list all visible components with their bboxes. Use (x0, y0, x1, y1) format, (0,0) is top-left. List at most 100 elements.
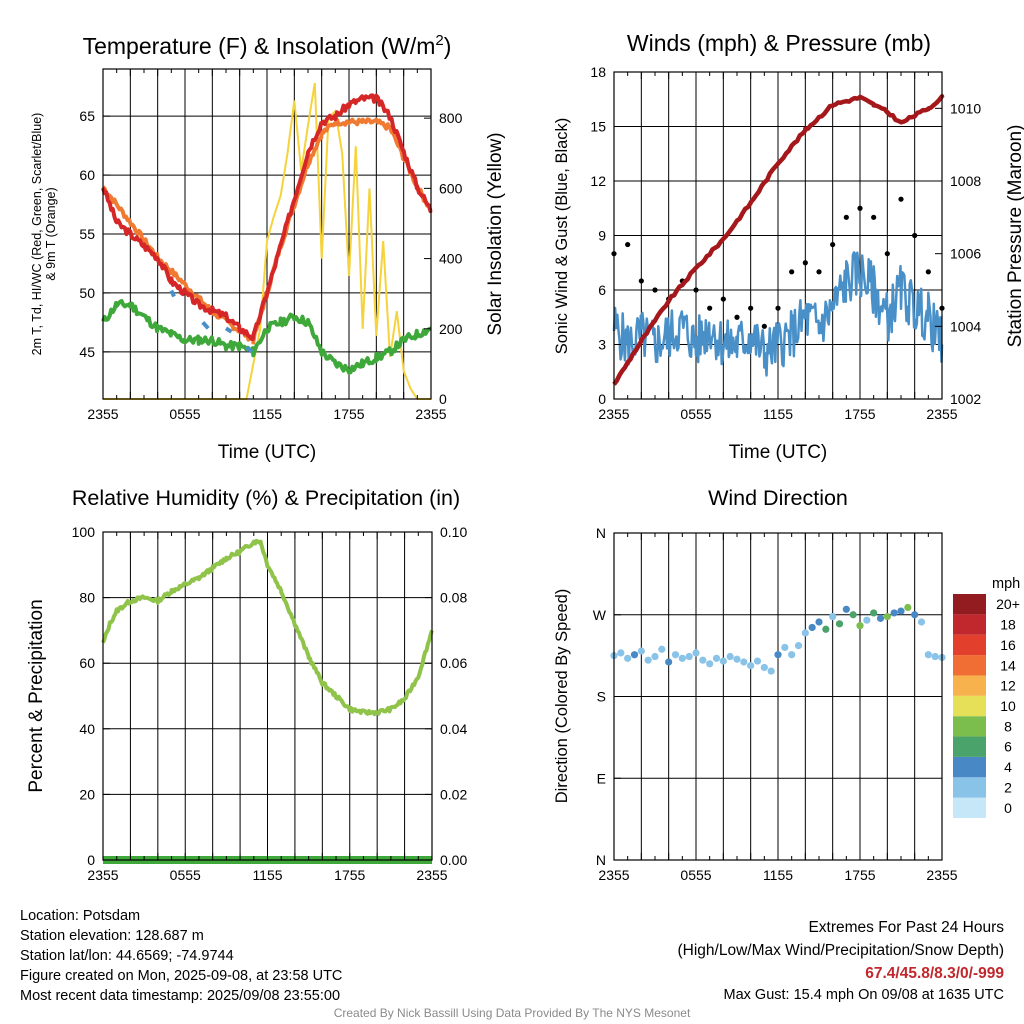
sonic-wind-line (612, 251, 944, 377)
direction-point (835, 620, 844, 628)
y-tick-label: 0 (87, 852, 95, 868)
x-tick-label: 1155 (763, 406, 793, 422)
direction-point (781, 643, 789, 652)
direction-point (753, 657, 762, 665)
direction-point (931, 652, 939, 661)
direction-point (917, 618, 926, 626)
x-tick-label: 0555 (170, 867, 201, 883)
temperature-series (101, 82, 433, 400)
humidity-line (101, 538, 434, 717)
gust-point (748, 305, 754, 311)
y-tick-label: 400 (439, 251, 463, 267)
y-tick-label: N (596, 525, 606, 541)
direction-point (774, 651, 782, 659)
direction-ylabel-left: Direction (Colored By Speed) (553, 589, 571, 804)
direction-point (842, 605, 850, 613)
y-tick-label: 1008 (950, 173, 981, 189)
direction-point (890, 609, 898, 617)
gust-point (802, 260, 808, 266)
temperature-title: Temperature (F) & Insolation (W/m2) (83, 32, 452, 59)
direction-left-ticks: N E S W N (593, 525, 621, 868)
gust-point (734, 314, 740, 320)
humidity-left-ticks: 0 20 40 60 80 100 (72, 524, 110, 868)
colorbar-swatch (953, 777, 986, 798)
extremes-title: Extremes For Past 24 Hours (808, 919, 1004, 936)
winds-grid (614, 71, 942, 400)
y-tick-label: 50 (79, 285, 95, 301)
direction-point (815, 618, 823, 626)
y-tick-label: 100 (72, 524, 96, 540)
gust-point (871, 214, 877, 220)
gust-point (912, 232, 918, 239)
x-tick-label: 1155 (763, 867, 793, 883)
heat-index-segment (201, 321, 210, 330)
direction-point (644, 656, 652, 664)
gust-point (898, 196, 904, 202)
x-tick-label: 1755 (333, 406, 364, 422)
colorbar-label: 10 (1000, 698, 1016, 714)
temperature-left-ticks: 45 50 55 60 65 (79, 108, 110, 360)
direction-point (870, 609, 878, 617)
colorbar-label: 2 (1004, 779, 1012, 795)
humidity-panel: Relative Humidity (%) & Precipitation (i… (26, 486, 467, 883)
direction-point (747, 662, 755, 670)
x-tick-label: 1755 (844, 406, 875, 422)
colorbar-swatch (953, 655, 986, 676)
temperature-x-ticks: 2355 0555 1155 1755 2355 (87, 69, 447, 422)
y-tick-label: 12 (590, 173, 606, 189)
humidity-title: Relative Humidity (%) & Precipitation (i… (72, 486, 460, 510)
winds-left-ticks: 0 3 6 9 12 15 18 (590, 64, 621, 407)
station-elevation: Station elevation: 128.687 m (20, 928, 204, 944)
gust-point (707, 305, 713, 311)
insolation-line (103, 82, 431, 400)
gust-point (830, 241, 836, 248)
y-tick-label: 18 (590, 64, 606, 80)
direction-point (665, 658, 673, 666)
figure-created: Figure created on Mon, 2025-09-08, at 23… (20, 968, 343, 984)
gust-point (816, 269, 822, 275)
y-tick-label: E (597, 770, 606, 786)
gust-point (884, 251, 890, 257)
direction-title: Wind Direction (708, 486, 848, 510)
colorbar-swatch (953, 756, 986, 778)
extremes-subtitle: (High/Low/Max Wind/Precipitation/Snow De… (677, 942, 1005, 959)
colorbar-swatch (953, 736, 986, 757)
x-tick-label: 0555 (169, 406, 200, 422)
humidity-x-ticks: 2355 0555 1155 1755 2355 (87, 532, 448, 883)
extremes-box: Extremes For Past 24 Hours (High/Low/Max… (678, 918, 1005, 1005)
y-tick-label: 60 (79, 167, 95, 183)
station-info: Location: Potsdam Station elevation: 128… (20, 906, 342, 1006)
y-tick-label: 55 (79, 226, 95, 242)
gust-point (843, 214, 849, 220)
recent-timestamp: Most recent data timestamp: 2025/09/08 2… (20, 988, 341, 1004)
y-tick-label: 0.08 (440, 590, 467, 606)
y-tick-label: N (596, 852, 606, 868)
direction-point (856, 622, 864, 630)
station-latlon: Station lat/lon: 44.6569; -74.9744 (20, 948, 234, 964)
direction-series (610, 603, 946, 675)
y-tick-label: 15 (590, 119, 606, 135)
gust-point (857, 205, 863, 211)
y-tick-label: 1004 (950, 318, 981, 334)
y-tick-label: 0.10 (440, 524, 467, 540)
direction-point (849, 611, 857, 619)
y-tick-label: 65 (79, 108, 95, 124)
winds-xlabel: Time (UTC) (729, 442, 828, 463)
x-tick-label: 2355 (598, 867, 629, 883)
temp-2m-line (101, 93, 433, 342)
heat-index-segment (224, 326, 233, 334)
pressure-line (612, 94, 945, 386)
gust-point (693, 287, 699, 293)
direction-point (904, 603, 912, 612)
winds-title: Winds (mph) & Pressure (mb) (627, 30, 931, 56)
direction-point (829, 612, 837, 621)
temperature-grid (103, 69, 431, 399)
colorbar-label: 8 (1004, 718, 1012, 734)
gust-point (720, 296, 726, 302)
x-tick-label: 2355 (87, 406, 118, 422)
temperature-xlabel: Time (UTC) (218, 442, 317, 463)
direction-point (767, 667, 775, 675)
direction-point (671, 651, 680, 659)
colorbar-label: 4 (1004, 759, 1012, 775)
direction-point (617, 649, 625, 657)
